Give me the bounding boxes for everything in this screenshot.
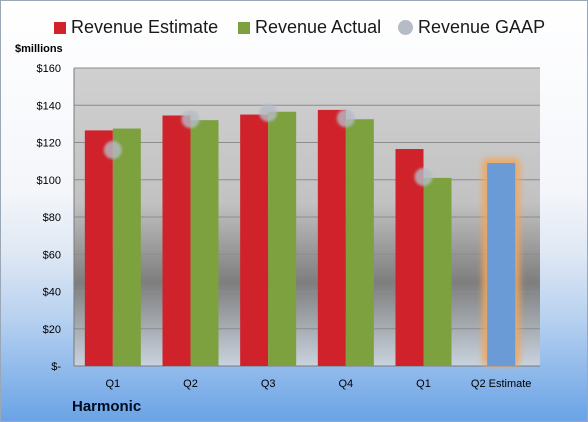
marker-revenue-gaap [181,110,200,129]
bar-revenue-estimate [162,115,191,367]
legend-revenue-actual: Revenue Actual [238,17,381,38]
x-tick-label: Q1 [416,378,431,390]
bar-revenue-actual [190,120,219,367]
y-tick-label: $60 [43,249,61,261]
bar-q2-estimate [487,162,516,366]
bar-revenue-actual [345,119,374,366]
x-tick-label: Q1 [105,378,120,390]
y-tick-label: $100 [37,175,61,187]
legend-swatch-gaap [398,20,413,35]
marker-revenue-gaap [259,103,278,122]
legend-revenue-estimate: Revenue Estimate [54,17,218,38]
bar-revenue-estimate [240,114,269,366]
x-tick-label: Q3 [261,378,276,390]
y-tick-label: $40 [43,287,61,299]
bar-revenue-actual [268,111,297,366]
legend-revenue-gaap: Revenue GAAP [398,17,545,38]
y-tick-label: $120 [37,138,61,150]
legend-label-gaap: Revenue GAAP [418,17,546,37]
legend-swatch-actual [238,21,250,34]
y-axis-unit-label: $millions [15,43,63,55]
legend-label-estimate: Revenue Estimate [71,17,219,37]
legend-label-actual: Revenue Actual [255,17,382,37]
marker-revenue-gaap [336,109,355,128]
y-tick-label: $- [51,361,61,373]
y-tick-label: $140 [37,100,61,112]
x-tick-label: Q2 [183,378,198,390]
y-tick-label: $80 [43,212,61,224]
marker-revenue-gaap [414,167,433,186]
marker-revenue-gaap [103,140,122,159]
x-tick-label: Q2 Estimate [471,378,532,390]
x-tick-label: Q4 [338,378,353,390]
chart-legend: Revenue Estimate Revenue Actual Revenue … [0,17,588,41]
bar-revenue-estimate [84,130,113,366]
y-tick-label: $20 [43,324,61,336]
y-tick-label: $160 [37,63,61,75]
bar-revenue-estimate [395,149,424,366]
bar-revenue-actual [112,128,141,366]
bar-revenue-actual [423,177,452,366]
legend-swatch-estimate [54,21,66,34]
bar-revenue-estimate [317,109,346,366]
company-name: Harmonic [72,398,142,415]
